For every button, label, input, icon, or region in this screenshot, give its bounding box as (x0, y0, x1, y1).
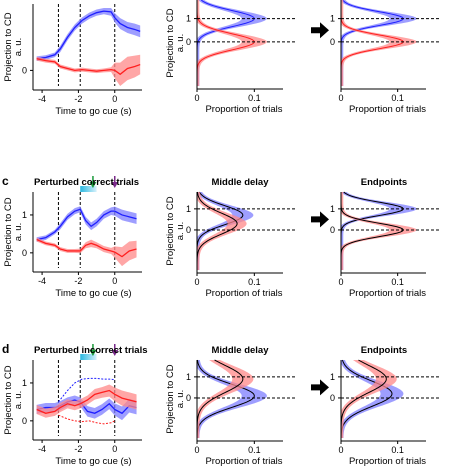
hist-y-axis-unit: a. u. (175, 222, 186, 241)
hist-y-tick-label: 0 (330, 37, 335, 47)
hist-x-axis-label: Proportion of trials (205, 456, 282, 467)
hist-x-tick-label: 0.1 (248, 277, 261, 287)
red-trace-line (36, 389, 137, 414)
hist-y-tick-label: 0 (330, 225, 335, 235)
red-trace-line (36, 58, 141, 76)
red-error-band (36, 237, 137, 267)
photoinhibition-bar (80, 354, 97, 360)
hist-y-axis-label: Projection to CD (165, 364, 176, 433)
x-tick-label: -2 (74, 94, 82, 104)
x-axis-label: Time to go cue (s) (55, 106, 131, 117)
hist-y-axis-unit: a. u. (175, 34, 186, 53)
y-axis-label: Projection to CD (3, 12, 14, 81)
red-trace-line (36, 238, 137, 258)
blue-error-band (36, 206, 137, 242)
hist-y-tick-label: 0 (330, 393, 335, 403)
x-tick-label: 0 (112, 94, 117, 104)
hist-y-tick-label: 1 (330, 204, 335, 214)
hist-x-tick-label: 0.1 (391, 93, 404, 103)
hist-x-tick-label: 0 (338, 93, 343, 103)
red-distribution-band (197, 360, 254, 438)
hist-x-tick-label: 0 (338, 445, 343, 455)
x-tick-label: -4 (38, 444, 46, 454)
hist-y-tick-label: 1 (186, 14, 191, 24)
hist-x-tick-label: 0.1 (248, 445, 261, 455)
hist-x-tick-label: 0.1 (391, 277, 404, 287)
panel-title: Perturbed incorrect trials (34, 345, 148, 356)
hist-y-axis-label: Projection to CD (165, 196, 176, 265)
transition-arrow-icon (311, 379, 329, 396)
column-title-endpoints: Endpoints (361, 345, 407, 356)
y-axis-unit: a. u. (13, 391, 24, 410)
hist-y-tick-label: 0 (186, 393, 191, 403)
hist-x-tick-label: 0 (194, 93, 199, 103)
hist-x-axis-label: Proportion of trials (205, 104, 282, 115)
hist-x-axis-label: Proportion of trials (349, 104, 426, 115)
y-axis-unit: a. u. (13, 223, 24, 242)
hist-x-tick-label: 0.1 (391, 445, 404, 455)
y-tick-label: 1 (22, 210, 27, 220)
green-arrow-icon (89, 350, 97, 356)
x-tick-label: 0 (112, 276, 117, 286)
blue-error-band (36, 395, 137, 421)
x-tick-label: 0 (112, 444, 117, 454)
blue-trace-line (36, 10, 141, 60)
hist-x-tick-label: 0 (194, 277, 199, 287)
hist-x-tick-label: 0 (338, 277, 343, 287)
red-distribution-band (197, 192, 247, 270)
panel-letter: d (2, 342, 9, 356)
x-tick-label: -2 (74, 444, 82, 454)
y-tick-label: 0 (22, 416, 27, 426)
red-reference-line (58, 414, 115, 425)
y-tick-label: 1 (22, 378, 27, 388)
purple-arrow-icon (111, 350, 119, 356)
hist-y-tick-label: 0 (186, 37, 191, 47)
photoinhibition-bar (80, 186, 97, 192)
blue-error-band (36, 8, 141, 62)
hist-x-axis-label: Proportion of trials (205, 288, 282, 299)
hist-x-tick-label: 0 (194, 445, 199, 455)
panel-letter: c (2, 174, 9, 188)
hist-x-tick-label: 0.1 (248, 93, 261, 103)
green-arrow-icon (89, 182, 97, 188)
hist-y-tick-label: 1 (330, 14, 335, 24)
x-axis-label: Time to go cue (s) (55, 288, 131, 299)
hist-y-tick-label: 1 (186, 372, 191, 382)
hist-x-axis-label: Proportion of trials (349, 288, 426, 299)
transition-arrow-icon (311, 22, 329, 39)
y-axis-unit: a. u. (13, 38, 24, 57)
x-tick-label: -4 (38, 94, 46, 104)
y-tick-label: 0 (22, 248, 27, 258)
blue-reference-line (58, 377, 115, 403)
hist-y-axis-label: Projection to CD (165, 8, 176, 77)
column-title-endpoints: Endpoints (361, 177, 407, 188)
column-title-middle-delay: Middle delay (211, 345, 269, 356)
hist-y-axis-unit: a. u. (175, 390, 186, 409)
y-axis-label: Projection to CD (3, 197, 14, 266)
transition-arrow-icon (311, 211, 329, 228)
y-axis-label: Projection to CD (3, 365, 14, 434)
purple-arrow-icon (111, 182, 119, 188)
hist-y-tick-label: 1 (186, 204, 191, 214)
y-tick-label: 0 (22, 65, 27, 75)
red-distribution-band (341, 360, 397, 438)
hist-y-tick-label: 0 (186, 225, 191, 235)
hist-x-axis-label: Proportion of trials (349, 456, 426, 467)
x-axis-label: Time to go cue (s) (55, 456, 131, 467)
blue-distribution-band (197, 360, 267, 438)
x-tick-label: -2 (74, 276, 82, 286)
blue-trace-line (36, 208, 137, 241)
column-title-middle-delay: Middle delay (211, 177, 269, 188)
panel-title: Perturbed correct trials (34, 177, 139, 188)
hist-y-tick-label: 1 (330, 372, 335, 382)
x-tick-label: -4 (38, 276, 46, 286)
